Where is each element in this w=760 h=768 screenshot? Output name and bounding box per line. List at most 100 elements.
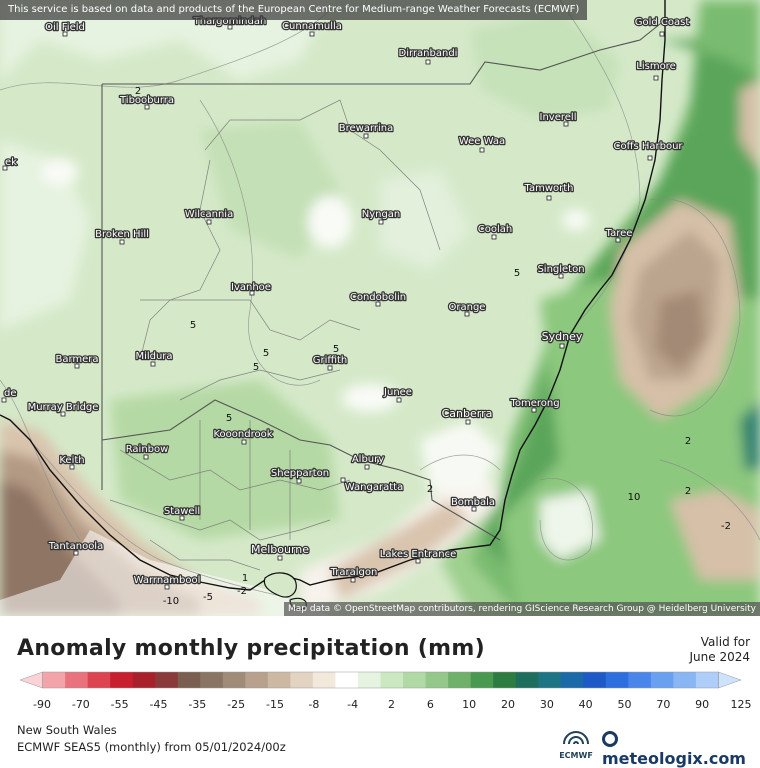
city-marker [615, 237, 621, 243]
legend-swatch [403, 672, 426, 688]
legend-tick-label: -70 [72, 698, 90, 711]
city-label: Cunnamulla [282, 21, 342, 32]
contour-value-label: -2 [237, 586, 247, 597]
city-labels: Gold Coast Lismore Coffs Harbour Inverell Ta… [1, 15, 691, 590]
city-label: Ivanhoe [231, 282, 271, 293]
city-marker [144, 104, 150, 110]
city-label: Wee Waa [459, 136, 505, 147]
city-marker [2, 165, 8, 171]
city-label: Traralgon [330, 567, 378, 578]
city-label: Tantanoola [48, 541, 103, 552]
contour-value-label: 5 [333, 344, 339, 355]
city-label: Kooondrook [213, 429, 272, 440]
city-label: Orange [449, 302, 486, 313]
port-phillip-bay [263, 572, 297, 598]
city-label: Warrnambool [134, 575, 201, 586]
city-marker [143, 454, 149, 460]
city-label: Gold Coast [635, 17, 690, 28]
city-marker [546, 195, 552, 201]
precipitation-map: Gold Coast Lismore Coffs Harbour Inverell Ta… [0, 0, 760, 616]
contour-value-label: 10 [628, 492, 641, 503]
city-label: Lismore [636, 61, 675, 72]
legend-swatch [245, 672, 269, 688]
city-marker [249, 290, 255, 296]
legend-swatch [515, 672, 539, 688]
city-label: Rainbow [126, 444, 169, 455]
city-label: Mildura [135, 351, 172, 362]
contour-value-label: -5 [203, 592, 213, 603]
city-label: Melbourne [251, 543, 309, 556]
city-marker [471, 506, 477, 512]
city-label: Keith [59, 455, 84, 466]
legend-swatch [200, 672, 224, 688]
city-label: Barmera [55, 354, 98, 365]
legend-tick-label: 40 [579, 698, 593, 711]
legend-tick-label: -90 [33, 698, 51, 711]
color-legend: -90 -70 -55 -45 -35 -25 -15 -8 -4 2 6 10 20 30 40 50 70 9… [19, 671, 752, 711]
legend-swatch [425, 672, 449, 688]
city-label: Condobolin [350, 292, 406, 303]
legend-tick-label: -8 [308, 698, 319, 711]
legend-swatch [673, 672, 697, 688]
city-marker [1, 397, 7, 403]
legend-frame [42, 671, 719, 689]
city-marker [296, 478, 302, 484]
city-label: Canberra [442, 407, 493, 420]
legend-swatch [560, 672, 584, 688]
city-marker [647, 155, 653, 161]
legend-swatch [335, 672, 359, 688]
city-marker [119, 239, 125, 245]
city-marker [531, 407, 537, 413]
city-label: Taree [605, 228, 633, 239]
city-marker [74, 363, 80, 369]
legend-swatch [357, 672, 381, 688]
valid-label: Valid for [700, 635, 750, 649]
legend-tick-label: 20 [501, 698, 515, 711]
contour-value-label: 5 [263, 348, 269, 359]
city-marker [350, 577, 356, 583]
city-marker [491, 234, 497, 240]
legend-tick-label: -15 [266, 698, 284, 711]
legend-swatch [222, 672, 246, 688]
contour-value-label: 1 [242, 573, 248, 584]
brand-name: meteologix.com [602, 749, 746, 768]
model-run: ECMWF SEAS5 (monthly) from 05/01/2024/00… [17, 740, 286, 754]
city-label: Lakes Entrance [380, 549, 456, 560]
city-marker [465, 419, 471, 425]
city-label: Griffith [313, 355, 348, 366]
city-marker [179, 515, 185, 521]
city-label: Bombala [451, 497, 495, 508]
legend-swatch [695, 672, 719, 688]
contour-value-label: 2 [685, 486, 691, 497]
city-marker [309, 31, 315, 37]
city-marker [363, 133, 369, 139]
ecmwf-banner: This service is based on data and produc… [0, 0, 588, 20]
city-marker [227, 24, 233, 30]
valid-date: June 2024 [689, 650, 751, 664]
legend-tick-label: -55 [111, 698, 129, 711]
chart-title: Anomaly monthly precipitation (mm) [17, 636, 485, 661]
city-marker [164, 584, 170, 590]
legend-swatch [718, 671, 742, 689]
legend-tick-label: 10 [462, 698, 476, 711]
legend-swatch [628, 672, 652, 688]
ecmwf-logo: ECMWF [556, 728, 596, 760]
coastline [0, 0, 666, 591]
city-marker [415, 558, 421, 564]
contour-value-label: 2 [135, 86, 141, 97]
city-marker [558, 273, 564, 279]
contour-value-label: 2 [427, 484, 433, 495]
legend-swatch [19, 671, 43, 689]
meteologix-logo[interactable]: meteologix.com [602, 730, 760, 768]
city-label: de [4, 388, 17, 399]
city-label: Dirranbandi [399, 48, 458, 59]
legend-swatch [42, 672, 66, 688]
city-marker [73, 550, 79, 556]
contour-value-label: 5 [253, 362, 259, 373]
meteologix-ring-icon [602, 731, 618, 747]
city-label: Oil Field [45, 22, 85, 33]
city-marker [62, 31, 68, 37]
legend-swatch [448, 672, 471, 688]
legend-tick-label: 2 [388, 698, 395, 711]
